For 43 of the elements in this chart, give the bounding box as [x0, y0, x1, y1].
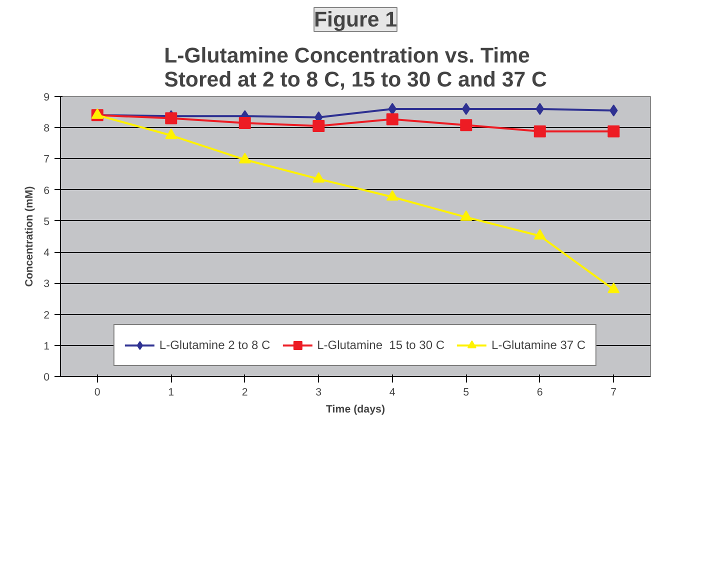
y-tick-label: 4	[44, 247, 50, 260]
x-tick-label: 1	[168, 386, 174, 398]
point	[238, 116, 251, 129]
point	[386, 190, 398, 201]
caption: Figure 1	[314, 8, 398, 32]
x-tick-label: 3	[316, 386, 322, 398]
legend-label: L-Glutamine 2 to 8 C	[159, 338, 270, 352]
chart-title: L-Glutamine Concentration vs. Time Stored at 2 to 8 C, 15 to 30 C and 37 C	[164, 44, 547, 92]
x-axis-title: Time (days)	[326, 404, 386, 416]
y-tick-label: 5	[44, 216, 50, 228]
point	[609, 104, 618, 116]
x-tick-label: 6	[536, 386, 543, 398]
x-tick-label: 7	[610, 386, 617, 398]
y-tick-label: 1	[44, 340, 50, 352]
y-tick-label: 7	[44, 154, 50, 166]
point	[534, 125, 546, 138]
point	[238, 152, 251, 164]
point	[534, 229, 546, 240]
point	[608, 282, 620, 294]
x-tick-label: 5	[463, 386, 470, 398]
y-tick-label: 2	[44, 309, 50, 322]
point	[91, 108, 104, 119]
legend-label: L-Glutamine 37 C	[492, 338, 586, 352]
y-axis-title: Concentration (mM)	[24, 186, 36, 287]
point	[462, 102, 470, 115]
x-tick-label: 0	[94, 386, 100, 398]
point	[388, 102, 397, 115]
legend-label: L-Glutamine 15 to 30 C	[317, 338, 445, 352]
y-tick-label: 6	[44, 184, 50, 197]
y-tick-label: 3	[44, 278, 50, 290]
y-tick-label: 0	[44, 372, 50, 384]
point	[312, 172, 325, 183]
point	[536, 102, 544, 115]
point	[165, 128, 178, 140]
point	[460, 119, 472, 132]
point	[312, 120, 325, 132]
point	[460, 210, 472, 221]
y-tick-label: 8	[44, 122, 50, 135]
y-tick-label: 9	[44, 92, 50, 104]
point	[608, 125, 620, 138]
x-tick-label: 2	[242, 386, 248, 398]
point	[386, 113, 398, 126]
x-tick-label: 4	[389, 386, 396, 398]
